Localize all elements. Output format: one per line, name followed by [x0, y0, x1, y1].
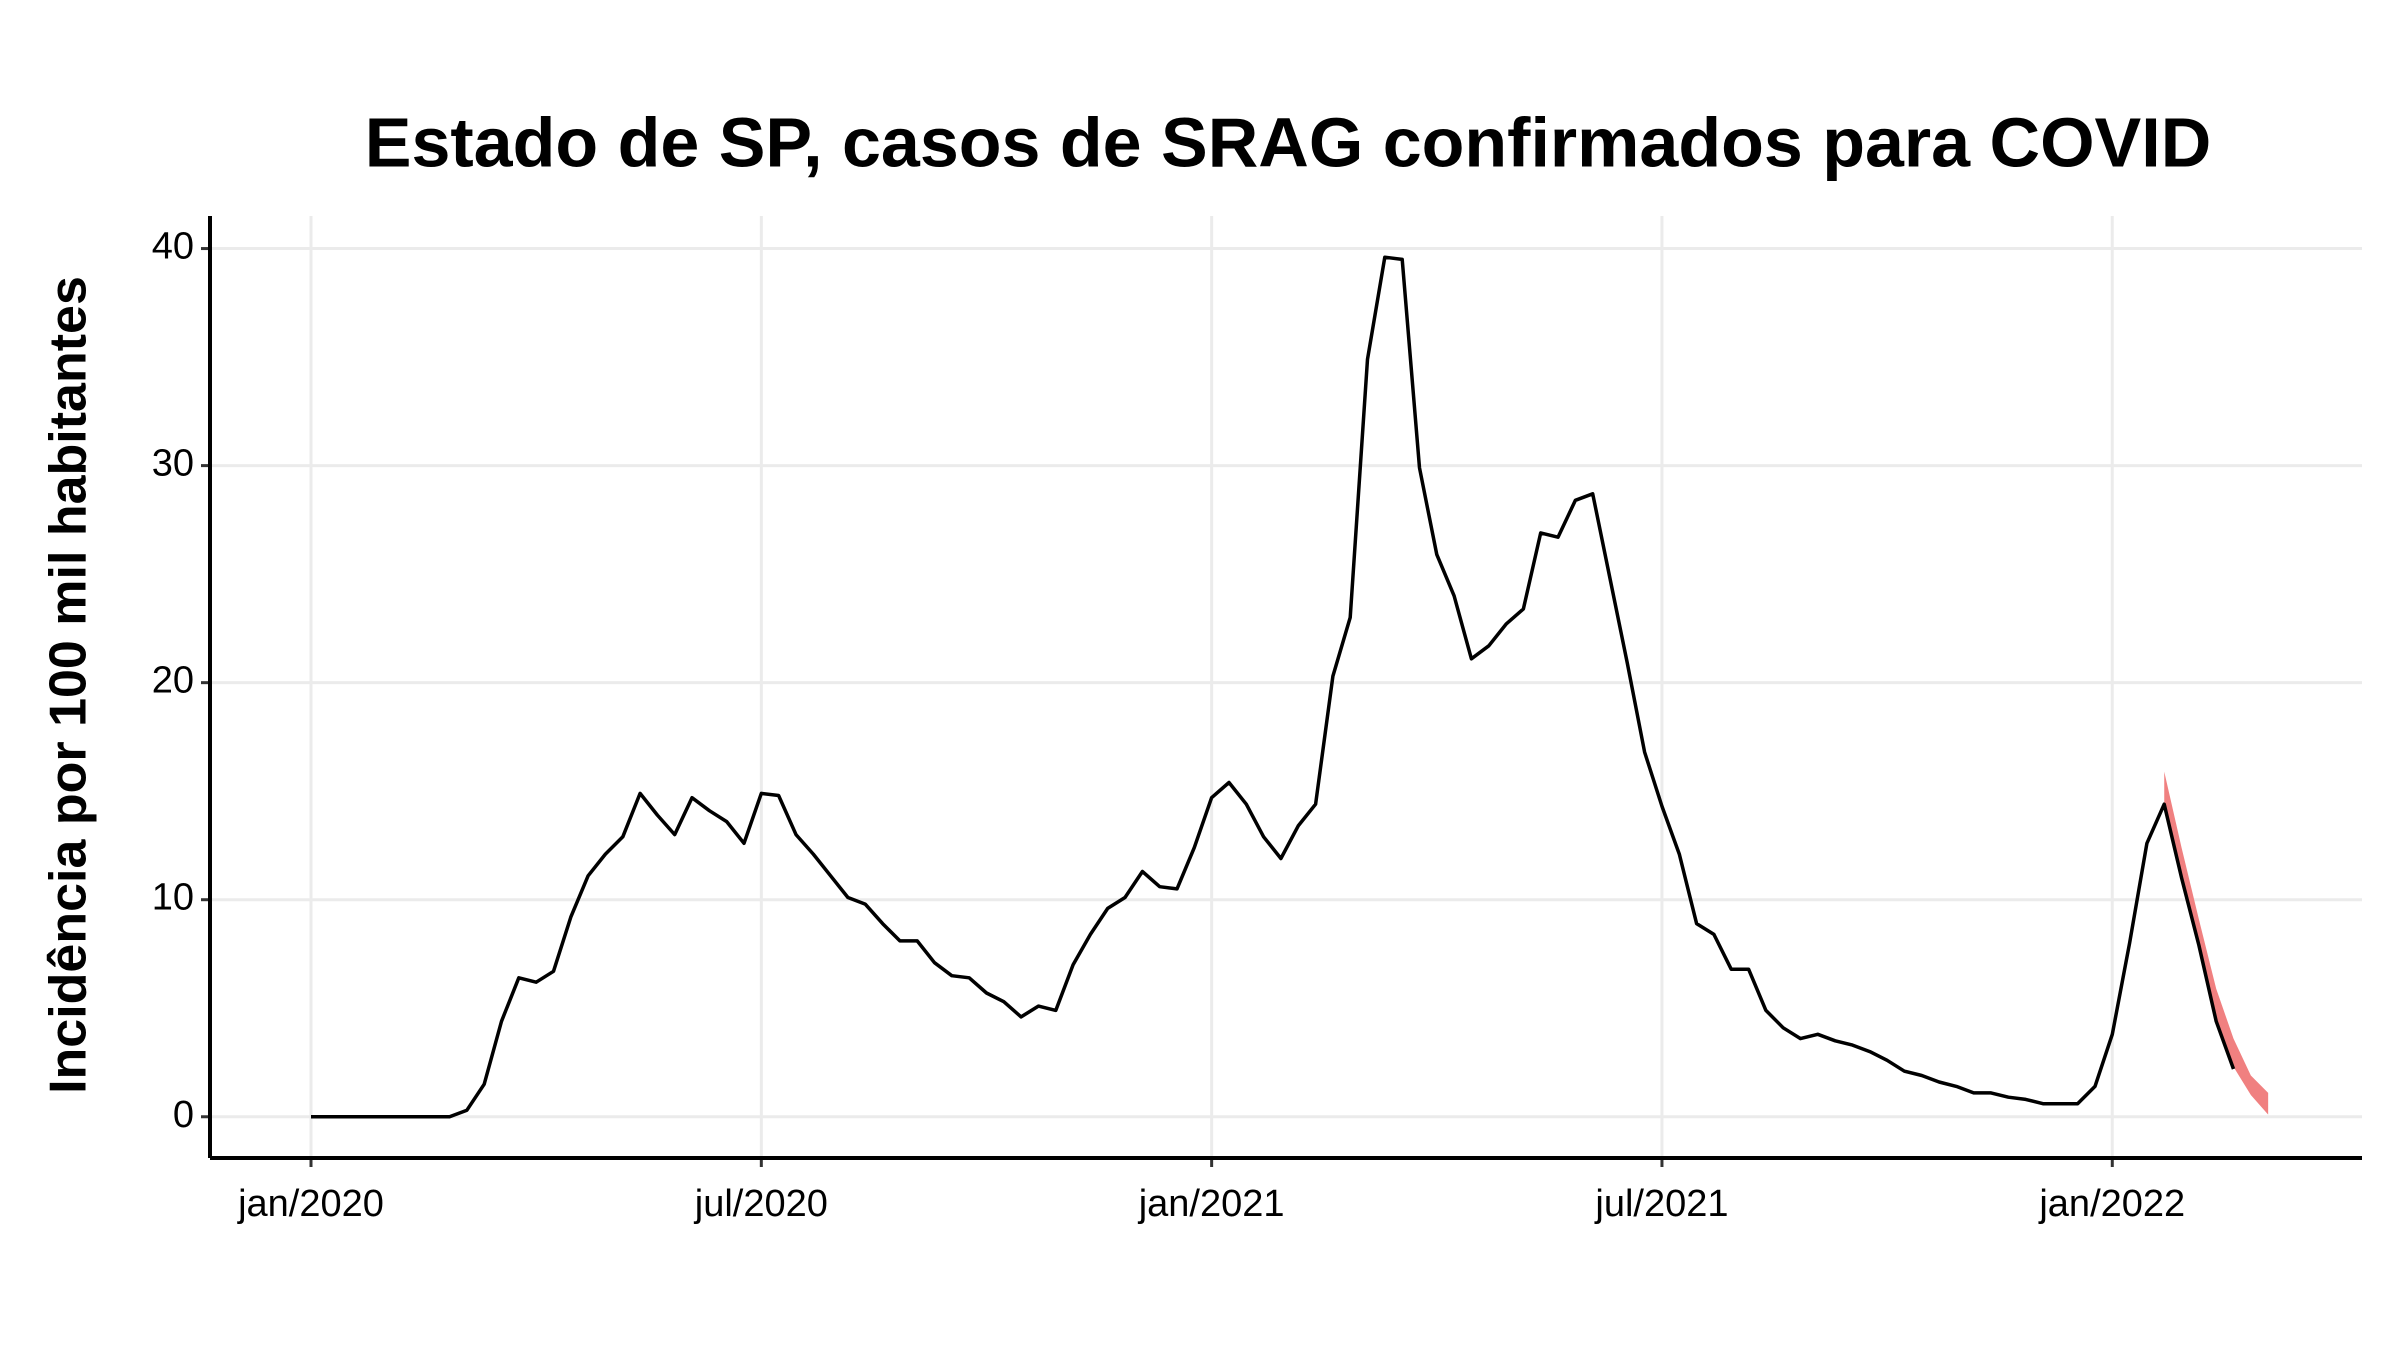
y-tick-label: 20	[152, 660, 194, 702]
y-tick-label: 0	[173, 1094, 194, 1136]
x-tick-label: jan/2021	[1138, 1183, 1285, 1225]
y-axis-label: Incidência por 100 mil habitantes	[40, 276, 98, 1094]
x-tick-label: jul/2020	[694, 1183, 828, 1225]
chart-title: Estado de SP, casos de SRAG confirmados …	[365, 103, 2212, 181]
line	[311, 255, 2236, 1119]
y-tick-label: 10	[152, 877, 194, 919]
y-tick-label: 40	[152, 226, 194, 268]
y-tick-label: 30	[152, 443, 194, 485]
x-tick-label: jul/2021	[1594, 1183, 1728, 1225]
x-tick-label: jan/2020	[237, 1183, 384, 1225]
x-tick-label: jan/2022	[2038, 1183, 2185, 1225]
ribbon	[2164, 771, 2269, 1115]
